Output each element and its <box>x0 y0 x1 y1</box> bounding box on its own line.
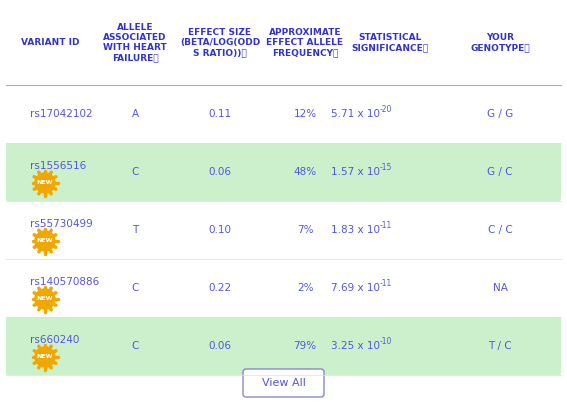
Text: 79%: 79% <box>294 341 316 351</box>
Text: EFFECT ALLELE: EFFECT ALLELE <box>266 38 344 47</box>
Text: rs1556516: rs1556516 <box>30 161 86 171</box>
FancyBboxPatch shape <box>6 143 561 201</box>
Text: SIGNIFICANCEⓘ: SIGNIFICANCEⓘ <box>352 43 429 52</box>
Text: VARIANT ID: VARIANT ID <box>21 38 79 47</box>
Text: -10: -10 <box>380 337 392 347</box>
FancyBboxPatch shape <box>243 369 324 397</box>
Text: rs140570886: rs140570886 <box>30 277 99 287</box>
Circle shape <box>35 347 55 367</box>
Text: View All: View All <box>261 378 306 388</box>
Text: NEW: NEW <box>37 181 53 185</box>
Text: C: C <box>132 283 139 293</box>
Text: G / C: G / C <box>487 167 513 177</box>
Text: 1.83 x 10: 1.83 x 10 <box>331 225 380 235</box>
Text: 48%: 48% <box>294 167 316 177</box>
Circle shape <box>35 231 55 251</box>
Text: 3.25 x 10: 3.25 x 10 <box>331 341 380 351</box>
Text: -11: -11 <box>380 279 392 288</box>
Circle shape <box>35 289 55 309</box>
Text: NEW: NEW <box>37 239 53 243</box>
Text: GENOTYPEⓘ: GENOTYPEⓘ <box>470 43 530 52</box>
Text: WITH HEART: WITH HEART <box>103 43 167 52</box>
Text: 1.57 x 10: 1.57 x 10 <box>331 167 380 177</box>
Text: (BETA/LOG(ODD: (BETA/LOG(ODD <box>180 38 260 47</box>
Text: 7.69 x 10: 7.69 x 10 <box>331 283 380 293</box>
Text: 0.06: 0.06 <box>209 167 231 177</box>
Text: C / C: C / C <box>488 225 513 235</box>
Text: EFFECT SIZE: EFFECT SIZE <box>188 28 252 37</box>
Text: T: T <box>132 225 138 235</box>
Text: 0.10: 0.10 <box>209 225 231 235</box>
FancyBboxPatch shape <box>6 317 561 375</box>
Text: APPROXIMATE: APPROXIMATE <box>269 28 341 37</box>
Text: 0.06: 0.06 <box>209 341 231 351</box>
Text: 12%: 12% <box>294 109 316 119</box>
Text: NEW: NEW <box>37 296 53 301</box>
Text: S RATIO))ⓘ: S RATIO))ⓘ <box>193 48 247 57</box>
Text: 7%: 7% <box>297 225 313 235</box>
Text: -15: -15 <box>380 164 392 173</box>
Text: rs17042102: rs17042102 <box>30 109 92 119</box>
Text: -11: -11 <box>380 222 392 230</box>
Text: ASSOCIATED: ASSOCIATED <box>103 33 167 42</box>
Text: FAILUREⓘ: FAILUREⓘ <box>112 53 158 62</box>
Text: STATISTICAL: STATISTICAL <box>358 33 422 42</box>
Text: C: C <box>132 167 139 177</box>
Text: 5.71 x 10: 5.71 x 10 <box>331 109 380 119</box>
Text: rs660240: rs660240 <box>30 335 79 345</box>
Text: C: C <box>132 341 139 351</box>
Text: -20: -20 <box>380 105 392 115</box>
Text: 0.11: 0.11 <box>209 109 231 119</box>
Text: G / G: G / G <box>487 109 513 119</box>
Text: T / C: T / C <box>488 341 512 351</box>
Text: ALLELE: ALLELE <box>117 23 153 32</box>
Text: 0.22: 0.22 <box>209 283 231 293</box>
Text: FREQUENCYⓘ: FREQUENCYⓘ <box>272 48 338 57</box>
Circle shape <box>35 173 55 193</box>
Text: A: A <box>132 109 138 119</box>
Text: YOUR: YOUR <box>486 33 514 42</box>
Text: 2%: 2% <box>297 283 313 293</box>
Text: rs55730499: rs55730499 <box>30 219 93 229</box>
Text: NEW: NEW <box>37 354 53 360</box>
Text: NA: NA <box>493 283 507 293</box>
